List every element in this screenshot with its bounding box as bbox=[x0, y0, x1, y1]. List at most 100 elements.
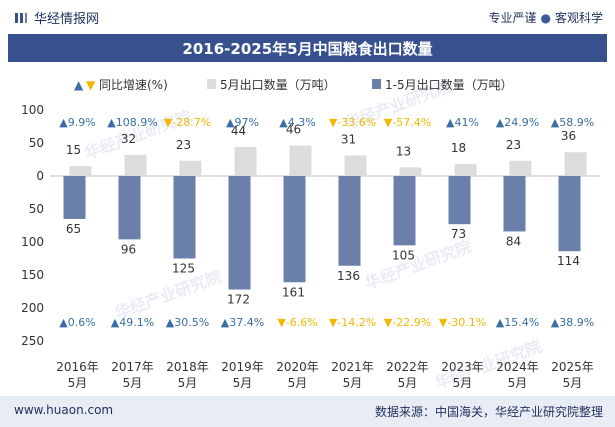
tagline-left: 专业严谨 bbox=[488, 11, 537, 25]
x-tick-label-month: 5月 bbox=[68, 376, 88, 390]
y-tick-label: 50 bbox=[29, 136, 44, 150]
growth-cumulative-label: ▼-14.2% bbox=[329, 316, 376, 329]
growth-monthly-label: ▲97% bbox=[226, 116, 259, 129]
growth-monthly-label: ▲58.9% bbox=[551, 116, 594, 129]
title-bar: 2016-2025年5月中国粮食出口数量 bbox=[8, 34, 607, 62]
bar-monthly bbox=[124, 154, 147, 176]
legend-swatch-monthly bbox=[207, 79, 216, 89]
bar-cumulative bbox=[283, 176, 306, 283]
bar-monthly bbox=[509, 160, 532, 176]
growth-cumulative-label: ▲37.4% bbox=[221, 316, 264, 329]
x-tick-label-year: 2021年 bbox=[331, 360, 374, 374]
legend-label-cumulative: 1-5月出口数量（万吨） bbox=[385, 77, 513, 92]
bar-cumulative bbox=[63, 176, 86, 219]
y-tick-label: 100 bbox=[21, 235, 44, 249]
label-cumulative-value: 161 bbox=[282, 285, 305, 299]
bar-cumulative bbox=[448, 176, 471, 225]
growth-cumulative-label: ▼-30.1% bbox=[439, 316, 486, 329]
growth-cumulative-label: ▼-6.6% bbox=[277, 316, 317, 329]
y-tick-label: 200 bbox=[21, 301, 44, 315]
label-monthly-value: 44 bbox=[231, 124, 246, 138]
bar-monthly bbox=[454, 164, 477, 176]
bar-monthly bbox=[179, 160, 202, 176]
y-tick-label: 0 bbox=[36, 169, 44, 183]
bar-cumulative bbox=[393, 176, 416, 246]
y-tick-label: 150 bbox=[21, 268, 44, 282]
bar-cumulative bbox=[118, 176, 141, 240]
x-tick-label-month: 5月 bbox=[343, 376, 363, 390]
label-monthly-value: 15 bbox=[66, 143, 81, 157]
top-bar: 华经情报网 专业严谨 ● 客观科学 bbox=[0, 0, 615, 34]
x-tick-label-month: 5月 bbox=[233, 376, 253, 390]
bar-cumulative bbox=[338, 176, 361, 266]
legend-label-monthly: 5月出口数量（万吨） bbox=[220, 77, 336, 92]
brand: 华经情报网 bbox=[14, 8, 99, 27]
bar-cumulative bbox=[173, 176, 196, 259]
growth-monthly-label: ▲108.9% bbox=[107, 116, 157, 129]
label-cumulative-value: 65 bbox=[66, 222, 81, 236]
growth-monthly-label: ▲4.3% bbox=[279, 116, 315, 129]
legend-swatch-cumulative bbox=[372, 79, 381, 89]
label-monthly-value: 13 bbox=[396, 144, 411, 158]
growth-cumulative-label: ▲49.1% bbox=[111, 316, 154, 329]
x-tick-label-month: 5月 bbox=[508, 376, 528, 390]
watermark-3: 华经产业研究院 bbox=[112, 267, 224, 323]
y-tick-label: 50 bbox=[29, 202, 44, 216]
x-tick-label-month: 5月 bbox=[398, 376, 418, 390]
footer: www.huaon.com 数据来源：中国海关，华经产业研究院整理 bbox=[0, 396, 615, 427]
growth-cumulative-label: ▲0.6% bbox=[59, 316, 95, 329]
brand-name: 华经情报网 bbox=[34, 12, 100, 27]
label-cumulative-value: 125 bbox=[172, 262, 195, 276]
x-tick-label-month: 5月 bbox=[453, 376, 473, 390]
x-tick-label-month: 5月 bbox=[563, 376, 583, 390]
growth-cumulative-label: ▼-22.9% bbox=[384, 316, 431, 329]
bar-cumulative bbox=[558, 176, 581, 252]
label-cumulative-value: 96 bbox=[121, 242, 136, 256]
x-tick-label-month: 5月 bbox=[178, 376, 198, 390]
label-monthly-value: 23 bbox=[506, 138, 521, 152]
bar-monthly bbox=[399, 167, 422, 176]
x-tick-label-year: 2019年 bbox=[221, 360, 264, 374]
label-cumulative-value: 84 bbox=[506, 234, 521, 248]
bar-cumulative bbox=[228, 176, 251, 290]
label-cumulative-value: 114 bbox=[557, 254, 580, 268]
brand-logo-icon bbox=[15, 13, 27, 23]
footer-source: 数据来源：中国海关，华经产业研究院整理 bbox=[374, 405, 603, 419]
x-tick-label-year: 2023年 bbox=[441, 360, 484, 374]
x-tick-label-year: 2024年 bbox=[496, 360, 539, 374]
growth-monthly-label: ▲41% bbox=[446, 116, 479, 129]
tagline-dot-icon: ● bbox=[540, 11, 551, 25]
label-monthly-value: 32 bbox=[121, 132, 136, 146]
growth-monthly-label: ▲24.9% bbox=[496, 116, 539, 129]
bar-monthly bbox=[344, 155, 367, 176]
growth-monthly-label: ▲9.9% bbox=[59, 116, 95, 129]
tagline: 专业严谨 ● 客观科学 bbox=[488, 9, 603, 26]
y-tick-label: 100 bbox=[21, 103, 44, 117]
watermark-2: 华经产业研究院 bbox=[362, 237, 474, 293]
label-monthly-value: 46 bbox=[286, 123, 301, 137]
legend-up-triangle-icon: ▲ bbox=[74, 78, 84, 92]
x-tick-label-year: 2025年 bbox=[551, 360, 594, 374]
growth-monthly-label: ▼-33.6% bbox=[329, 116, 376, 129]
growth-monthly-label: ▼-57.4% bbox=[384, 116, 431, 129]
tagline-right: 客观科学 bbox=[554, 11, 603, 25]
x-tick-label-month: 5月 bbox=[288, 376, 308, 390]
label-cumulative-value: 105 bbox=[392, 248, 415, 262]
x-tick-label-month: 5月 bbox=[123, 376, 143, 390]
x-tick-label-year: 2020年 bbox=[276, 360, 319, 374]
growth-monthly-label: ▼-28.7% bbox=[164, 116, 211, 129]
label-monthly-value: 31 bbox=[341, 133, 356, 147]
bar-monthly bbox=[69, 166, 92, 176]
x-tick-label-year: 2018年 bbox=[166, 360, 209, 374]
growth-cumulative-label: ▲38.9% bbox=[551, 316, 594, 329]
y-tick-label: 250 bbox=[21, 334, 44, 348]
legend-down-triangle-icon: ▼ bbox=[86, 78, 96, 92]
growth-cumulative-label: ▲15.4% bbox=[496, 316, 539, 329]
x-tick-label-year: 2022年 bbox=[386, 360, 429, 374]
bar-cumulative bbox=[503, 176, 526, 232]
label-cumulative-value: 136 bbox=[337, 269, 360, 283]
label-monthly-value: 36 bbox=[561, 129, 576, 143]
bar-monthly bbox=[564, 152, 587, 176]
bar-monthly bbox=[289, 145, 312, 176]
